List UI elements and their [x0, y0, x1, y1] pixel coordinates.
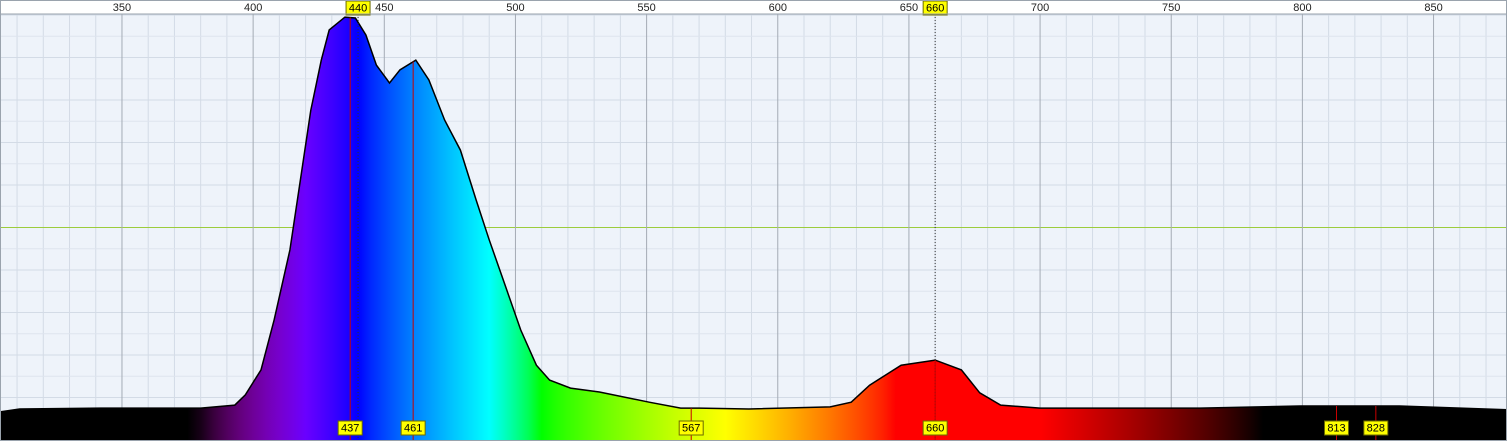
- x-tick-label: 700: [1031, 2, 1049, 14]
- axis-strip: [0, 0, 1507, 14]
- marker-label: 660: [926, 422, 944, 434]
- marker-label-group: 567: [678, 420, 704, 436]
- marker-label-group: 437: [337, 420, 363, 436]
- x-tick-label: 750: [1162, 2, 1180, 14]
- marker-label-box: [922, 420, 948, 436]
- x-tick-label: 500: [506, 2, 524, 14]
- x-tick-label: 400: [244, 2, 262, 14]
- marker-label: 461: [404, 422, 422, 434]
- marker-label-box: [400, 420, 426, 436]
- marker-label: 440: [349, 2, 367, 14]
- marker-label-box: [678, 420, 704, 436]
- marker-label: 660: [926, 2, 944, 14]
- marker-label: 828: [1367, 422, 1385, 434]
- x-tick-label: 350: [113, 2, 131, 14]
- x-tick-label: 850: [1424, 2, 1442, 14]
- marker-label-group: 813: [1323, 420, 1349, 436]
- marker-label: 567: [682, 422, 700, 434]
- spectrum-line: [0, 16, 1507, 413]
- marker-label-group: 828: [1363, 420, 1389, 436]
- x-tick-label: 800: [1293, 2, 1311, 14]
- x-tick-label: 450: [375, 2, 393, 14]
- x-tick-label: 550: [637, 2, 655, 14]
- marker-label: 813: [1327, 422, 1345, 434]
- x-tick-label: 600: [769, 2, 787, 14]
- marker-label-group: 440: [345, 0, 371, 16]
- marker-label-group: 660: [922, 0, 948, 16]
- marker-label-group: 660: [922, 420, 948, 436]
- x-tick-label: 650: [900, 2, 918, 14]
- spectrum-fill: [0, 17, 1507, 441]
- marker-label-group: 461: [400, 420, 426, 436]
- marker-label-box: [1323, 420, 1349, 436]
- marker-label: 437: [341, 422, 359, 434]
- marker-label-box: [1363, 420, 1389, 436]
- marker-label-box: [337, 420, 363, 436]
